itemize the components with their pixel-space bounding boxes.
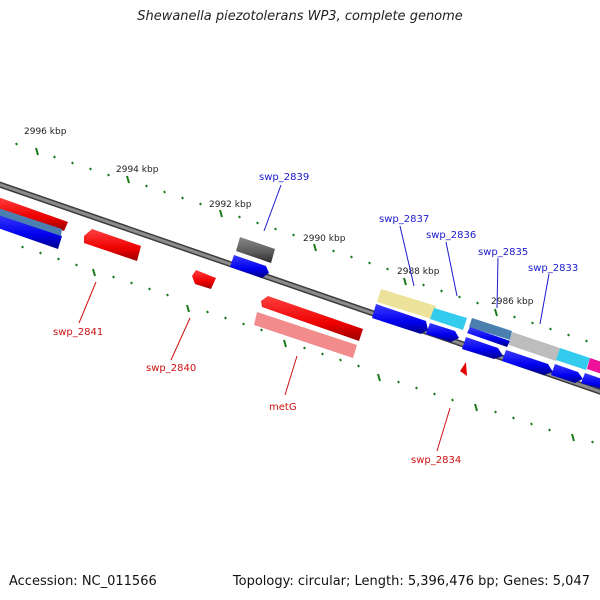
lower-scale-track: [21, 245, 594, 444]
gene-metG-pseudo[interactable]: [254, 312, 357, 358]
gene-forward-f[interactable]: [551, 364, 583, 383]
scale-label: 2986 kbp: [491, 297, 534, 307]
gene-label[interactable]: swp_2833: [528, 263, 578, 274]
gene-swp-2835[interactable]: [469, 318, 512, 340]
gene-steelblue-left[interactable]: [0, 207, 62, 236]
gene-swp-2833[interactable]: [556, 348, 590, 370]
upper-scale-track: 2996 kbp 2994 kbp 2992 kbp 2990 kbp 2988…: [15, 127, 588, 343]
gene-forward-e[interactable]: [502, 350, 553, 375]
gene-swp-2834[interactable]: [460, 362, 467, 376]
gene-swp-2841[interactable]: [0, 196, 68, 231]
gene-label[interactable]: metG: [269, 402, 297, 413]
gene-gray-right[interactable]: [509, 332, 560, 361]
gene-swp-2839[interactable]: [236, 237, 275, 263]
gene-forward-b[interactable]: [426, 323, 459, 342]
reverse-strand-genes: [0, 196, 467, 376]
gene-metG[interactable]: [261, 296, 363, 341]
gene-label[interactable]: swp_2840: [146, 363, 196, 374]
gene-swp-2836[interactable]: [430, 308, 467, 330]
reverse-callouts: [78, 281, 451, 452]
gene-forward-g[interactable]: [581, 373, 600, 390]
gene-forward-c[interactable]: [467, 327, 510, 347]
gene-label[interactable]: swp_2837: [379, 214, 429, 225]
gene-blue-left[interactable]: [0, 213, 62, 249]
scale-ticks-upper: [15, 142, 588, 343]
scale-label: 2994 kbp: [116, 165, 159, 175]
forward-gene-labels: swp_2839 swp_2837 swp_2836 swp_2835 swp_…: [259, 172, 578, 274]
gene-swp-2840[interactable]: [192, 270, 216, 289]
map-title: Shewanella piezotolerans WP3, complete g…: [137, 9, 463, 24]
gene-forward-small[interactable]: [230, 255, 269, 278]
scale-label: 2992 kbp: [209, 200, 252, 210]
gene-label[interactable]: swp_2839: [259, 172, 309, 183]
gene-swp-2837[interactable]: [377, 289, 436, 319]
gene-unlabeled-reverse[interactable]: [84, 229, 141, 261]
gene-forward-d[interactable]: [462, 337, 503, 359]
scale-label: 2988 kbp: [397, 267, 440, 277]
topology-text: Topology: circular; Length: 5,396,476 bp…: [232, 574, 590, 589]
gene-forward-a[interactable]: [372, 304, 428, 334]
forward-strand-genes: [0, 207, 600, 390]
scale-label: 2990 kbp: [303, 234, 346, 244]
scale-label: 2996 kbp: [24, 127, 67, 137]
accession-text: Accession: NC_011566: [9, 574, 157, 589]
forward-callouts: [263, 184, 550, 325]
gene-label[interactable]: swp_2841: [53, 327, 103, 338]
gene-label[interactable]: swp_2836: [426, 230, 476, 241]
gene-magenta-edge[interactable]: [587, 358, 600, 375]
gene-label[interactable]: swp_2835: [478, 247, 528, 258]
reverse-gene-labels: swp_2841 swp_2840 metG swp_2834: [53, 327, 461, 466]
gene-label[interactable]: swp_2834: [411, 455, 461, 466]
